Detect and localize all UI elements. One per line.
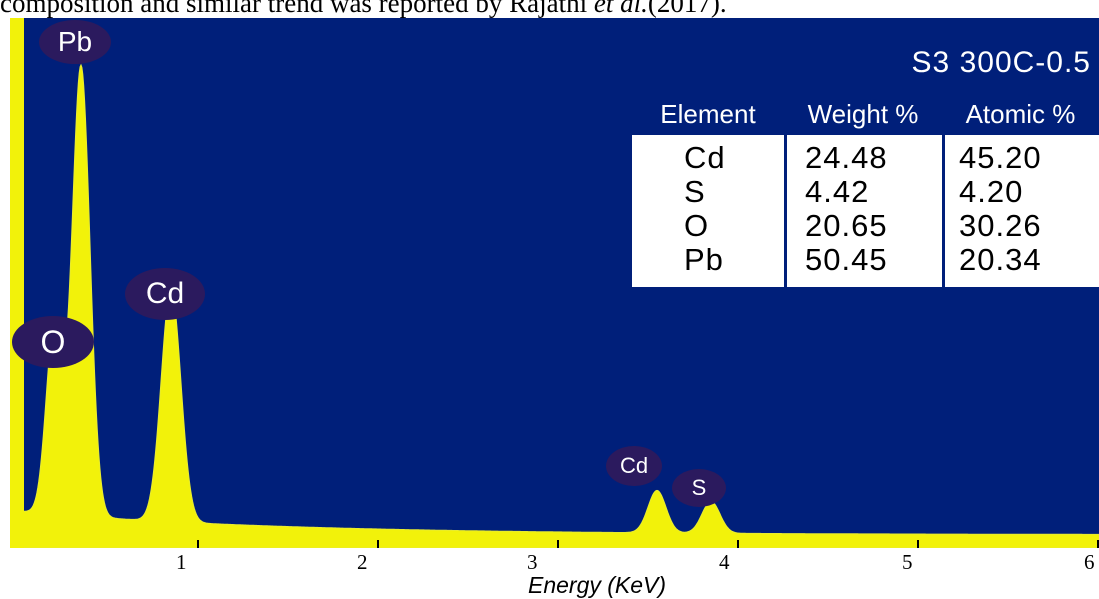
table-body: Cd S O Pb 24.48 4.42 20.65 50.45 45.20 4… [632,135,1099,287]
x-tick-label: 6 [1084,550,1095,574]
left-edge-peak [10,18,24,548]
weight-column: 24.48 4.42 20.65 50.45 [784,135,942,287]
peak-label-s: S [672,469,726,507]
peak-label-o: O [12,316,94,368]
caption-text: composition and similar trend was report… [0,0,727,18]
spectrum-area [10,63,1099,548]
weight-cell: 20.65 [805,208,888,243]
spectrum-svg [10,18,1099,548]
x-tick-label: 2 [357,550,368,574]
x-axis-label: Energy (KeV) [528,572,667,598]
element-cell: O [684,208,710,243]
sample-label: S3 300C-0.5 [911,46,1091,79]
weight-cell: 4.42 [805,174,870,209]
eds-spectrum-plot: S3 300C-0.5 Element Weight % Atomic % Cd… [10,18,1099,548]
element-cell: Pb [684,242,724,277]
atomic-cell: 20.34 [959,242,1042,277]
table-header-row: Element Weight % Atomic % [632,93,1099,135]
header-element: Element [660,98,756,129]
atomic-cell: 4.20 [959,174,1024,209]
header-atomic: Atomic % [965,98,1076,129]
peak-label-pb: Pb [39,20,111,64]
x-tick-label: 3 [527,550,538,574]
x-tick-label: 1 [176,550,187,574]
peak-label-cd: Cd [125,268,205,320]
element-column: Cd S O Pb [632,135,784,287]
weight-cell: 50.45 [805,242,888,277]
peak-label-cd-l: Cd [606,446,662,486]
atomic-column: 45.20 4.20 30.26 20.34 [942,135,1099,287]
atomic-cell: 30.26 [959,208,1042,243]
composition-table: Element Weight % Atomic % Cd S O Pb 24.4… [632,93,1099,287]
x-tick-label: 4 [719,550,730,574]
element-cell: S [684,174,706,209]
atomic-cell: 45.20 [959,140,1042,175]
header-weight: Weight % [807,98,919,129]
weight-cell: 24.48 [805,140,888,175]
element-cell: Cd [684,140,726,175]
x-tick-label: 5 [902,550,913,574]
